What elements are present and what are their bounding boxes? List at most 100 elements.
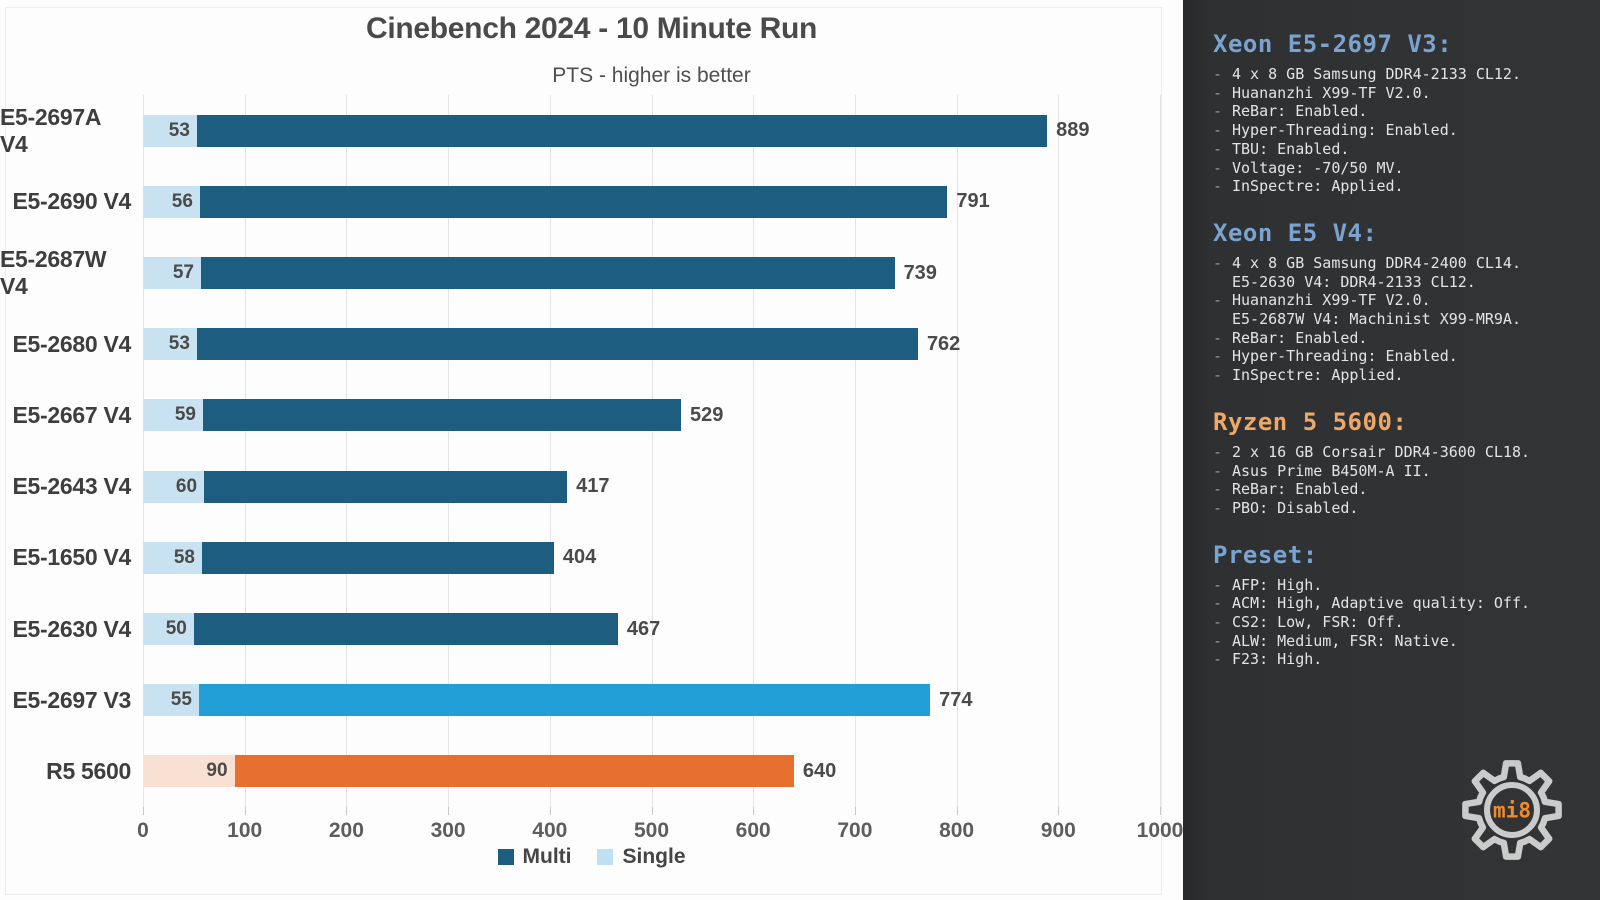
spec-text: Hyper-Threading: Enabled. — [1232, 347, 1458, 366]
spec-text: E5-2630 V4: DDR4-2133 CL12. — [1232, 272, 1476, 291]
bullet-dash: - — [1213, 366, 1223, 385]
spec-section: Xeon E5-2697 V3: -4 x 8 GB Samsung DDR4-2… — [1213, 30, 1584, 196]
specs-sidebar: Xeon E5-2697 V3: -4 x 8 GB Samsung DDR4-2… — [1183, 0, 1600, 900]
multi-bar-segment — [204, 470, 568, 503]
axis-tick-label: 400 — [532, 819, 568, 842]
bullet-dash: - — [1213, 65, 1223, 83]
spec-text: Asus Prime B450M-A II. — [1232, 461, 1431, 480]
axis-tick-label: 300 — [430, 819, 466, 842]
spec-text: Huananzhi X99-TF V2.0. — [1232, 291, 1431, 310]
spec-text: ALW: Medium, FSR: Native. — [1232, 631, 1458, 650]
logo-text: mi8 — [1493, 799, 1531, 823]
gridline — [143, 95, 144, 807]
multi-value-label: 739 — [903, 261, 937, 284]
spec-line: - Huananzhi X99-TF V2.0. — [1213, 84, 1584, 103]
chart-panel: Cinebench 2024 - 10 Minute Run PTS - hig… — [0, 7, 1184, 895]
gridline — [956, 95, 958, 807]
bullet-dash: - — [1213, 83, 1223, 102]
bullet-dash: - — [1213, 498, 1223, 517]
single-bar-segment: 53 — [143, 328, 197, 361]
axis-tick — [854, 807, 856, 815]
multi-bar-segment — [196, 328, 918, 361]
chart-row: 90 640 — [143, 736, 1160, 807]
spec-line: - Voltage: -70/50 MV. — [1213, 159, 1584, 178]
gridline — [854, 95, 856, 807]
bullet-dash: - — [1213, 158, 1223, 177]
spec-line: - ALW: Medium, FSR: Native. — [1213, 632, 1584, 651]
spec-line: - PBO: Disabled. — [1213, 499, 1584, 518]
axis-tick-label: 900 — [1040, 819, 1076, 842]
row-label: E5-2643 V4 — [12, 473, 132, 500]
chart-rows: 53 889 56 791 57 739 53 762 59 529 60 417 58 404 50 467… — [143, 95, 1160, 807]
multi-bar-segment — [200, 257, 895, 289]
spec-line: - ReBar: Enabled. — [1213, 102, 1584, 121]
axis-tick — [956, 807, 958, 815]
multi-bar-segment — [196, 114, 1048, 147]
gear-inner-circle — [1484, 782, 1540, 838]
category-labels: E5-2697A V4 E5-2690 V4 E5-2687W V4 E5-2680 … — [0, 95, 131, 807]
gridline — [1160, 95, 1161, 807]
axis-tick — [651, 807, 653, 815]
gridline — [753, 95, 755, 807]
chart-row: 60 417 — [143, 451, 1160, 522]
spec-line: - ReBar: Enabled. — [1213, 480, 1584, 499]
chart-row: 53 762 — [143, 309, 1160, 380]
spec-line: - AFP: High. — [1213, 576, 1584, 595]
spec-text: AFP: High. — [1232, 575, 1323, 594]
spec-section: Ryzen 5 5600: -2 x 16 GB Corsair DDR4-360… — [1213, 408, 1584, 518]
bullet-dash — [1213, 310, 1232, 329]
row-label: E5-2697A V4 — [0, 103, 101, 157]
spec-text: TBU: Enabled. — [1232, 139, 1350, 158]
axis-tick-label: 0 — [137, 819, 149, 842]
legend: Multi Single — [0, 845, 1183, 869]
gridline — [1058, 95, 1060, 807]
bullet-dash — [1213, 273, 1232, 292]
axis-tick-label: 100 — [227, 819, 263, 842]
single-bar-segment: 90 — [143, 755, 235, 788]
row-label: E5-2680 V4 — [12, 330, 132, 357]
bullet-dash: - — [1213, 461, 1223, 480]
spec-line: - ACM: High, Adaptive quality: Off. — [1213, 594, 1584, 613]
bullet-dash: - — [1213, 613, 1223, 632]
axis-tick-label: 500 — [633, 819, 670, 842]
spec-text: E5-2687W V4: Machinist X99-MR9A. — [1232, 310, 1521, 329]
spec-text: 4 x 8 GB Samsung DDR4-2133 CL12. — [1232, 65, 1521, 83]
chart-row: 58 404 — [143, 522, 1160, 593]
axis-tick-label: 600 — [735, 819, 771, 842]
spec-section-title: Xeon E5-2697 V3: — [1213, 30, 1453, 58]
spec-line: E5-2687W V4: Machinist X99-MR9A. — [1213, 310, 1584, 329]
axis-tick — [1058, 807, 1060, 815]
spec-text: 2 x 16 GB Corsair DDR4-3600 CL18. — [1232, 442, 1531, 461]
spec-line: -4 x 8 GB Samsung DDR4-2133 CL12. — [1213, 65, 1584, 84]
legend-label-multi: Multi — [522, 845, 572, 868]
axis-tick — [346, 807, 348, 815]
spec-section: Xeon E5 V4: -4 x 8 GB Samsung DDR4-2400 C… — [1213, 219, 1584, 385]
axis-tick-label: 1000 — [1136, 819, 1184, 842]
chart-row: 53 889 — [143, 95, 1160, 166]
bullet-dash: - — [1213, 575, 1223, 594]
row-label: E5-2667 V4 — [12, 401, 132, 428]
spec-section-title: Xeon E5 V4: — [1213, 218, 1378, 247]
spec-line: - ReBar: Enabled. — [1213, 329, 1584, 348]
spec-section-title: Preset: — [1213, 540, 1318, 569]
spec-text: ReBar: Enabled. — [1232, 102, 1368, 121]
spec-section: Preset: - AFP: High. - ACM: High, Adaptive q… — [1213, 541, 1584, 670]
spec-line: -4 x 8 GB Samsung DDR4-2400 CL14. — [1213, 254, 1584, 273]
chart-frame — [5, 7, 1162, 895]
multi-value-label: 417 — [576, 475, 610, 498]
bullet-dash: - — [1213, 480, 1223, 499]
gear-icon — [1462, 760, 1562, 860]
bullet-dash: - — [1213, 347, 1223, 366]
spec-line: - TBU: Enabled. — [1213, 140, 1584, 159]
plot-area: 53 889 56 791 57 739 53 762 59 529 60 417 58 404 50 467… — [143, 95, 1161, 807]
spec-text: Hyper-Threading: Enabled. — [1232, 121, 1458, 140]
bullet-dash: - — [1213, 442, 1223, 461]
spec-line: - F23: High. — [1213, 650, 1584, 669]
row-label: E5-2687W V4 — [0, 246, 107, 299]
axis-tick — [244, 807, 246, 815]
spec-line: - Huananzhi X99-TF V2.0. — [1213, 291, 1584, 310]
gridline — [448, 95, 450, 807]
chart-row: 56 791 — [143, 166, 1160, 237]
axis-tick-label: 200 — [328, 819, 364, 842]
spec-text: CS2: Low, FSR: Off. — [1232, 613, 1404, 632]
